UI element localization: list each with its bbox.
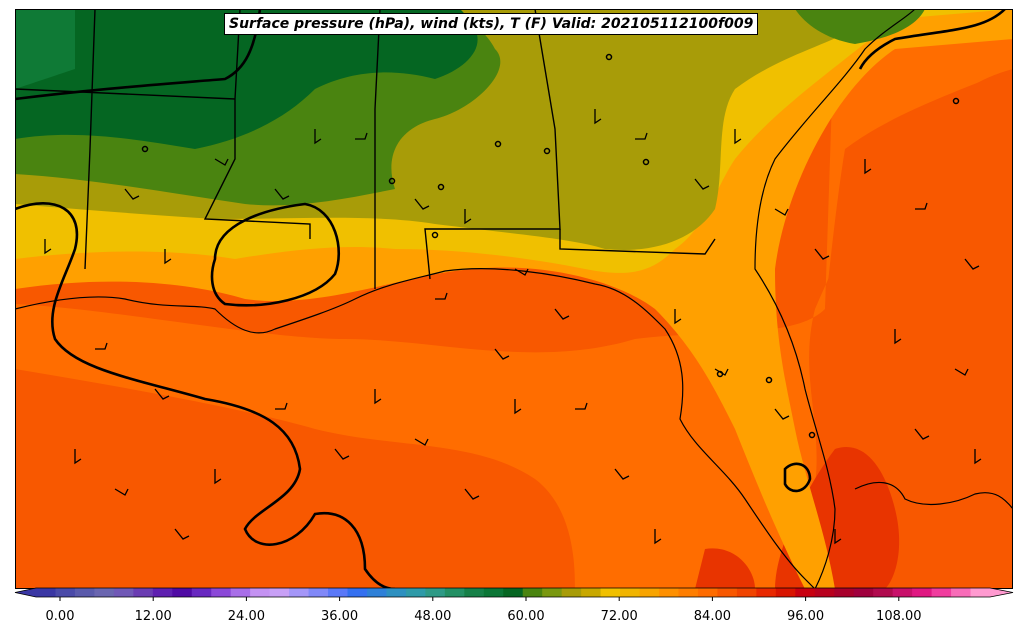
colorbar-swatch	[873, 588, 894, 597]
colorbar-swatch	[230, 588, 251, 597]
colorbar-swatch	[133, 588, 154, 597]
colorbar-swatch	[814, 588, 835, 597]
colorbar-swatch	[717, 588, 738, 597]
colorbar-swatch	[503, 588, 524, 597]
colorbar-swatch	[74, 588, 95, 597]
wind-barbs	[44, 109, 982, 545]
colorbar-swatch	[483, 588, 504, 597]
colorbar-swatch	[269, 588, 290, 597]
colorbar-swatch	[600, 588, 621, 597]
colorbar-swatch	[172, 588, 193, 597]
colorbar-swatch	[542, 588, 563, 597]
colorbar-swatch	[581, 588, 602, 597]
colorbar-swatch	[250, 588, 271, 597]
colorbar-swatch	[659, 588, 679, 597]
isobars	[15, 9, 1006, 589]
colorbar-swatch	[94, 588, 115, 597]
colorbar-swatch	[289, 588, 310, 597]
coastline	[15, 9, 1013, 589]
colorbar-tick-label: 60.00	[507, 609, 544, 624]
colorbar-swatch	[152, 588, 173, 597]
colorbar-swatch	[405, 588, 426, 597]
colorbar-swatch	[561, 588, 582, 597]
colorbar-tick-label: 36.00	[321, 609, 358, 624]
colorbar-swatch	[347, 588, 368, 597]
calm-markers	[141, 53, 960, 439]
colorbar-swatch	[756, 588, 777, 597]
colorbar-swatch	[113, 588, 134, 597]
colorbar-swatch	[211, 588, 232, 597]
colorbar-swatch	[308, 588, 329, 597]
colorbar-swatch	[55, 588, 76, 597]
colorbar-swatch	[444, 588, 465, 597]
colorbar-swatch	[522, 588, 543, 597]
colorbar-swatch	[191, 588, 212, 597]
colorbar-swatch	[775, 588, 796, 597]
colorbar-tick-label: 0.00	[46, 609, 75, 624]
map-title: Surface pressure (hPa), wind (kts), T (F…	[224, 13, 759, 35]
colorbar-swatch	[951, 588, 972, 597]
colorbar-tick-label: 96.00	[787, 609, 824, 624]
colorbar-tick-label: 48.00	[414, 609, 451, 624]
colorbar-swatch	[912, 588, 933, 597]
colorbar-swatch	[970, 588, 991, 597]
colorbar-swatch	[639, 588, 660, 597]
colorbar-swatch	[931, 588, 952, 597]
colorbar-swatch	[366, 588, 387, 597]
colorbar-swatch	[386, 588, 407, 597]
colorbar-tick-label: 84.00	[694, 609, 731, 624]
colorbar-swatch	[620, 588, 641, 597]
colorbar-swatch	[736, 588, 757, 597]
colorbar-swatch	[795, 588, 816, 597]
colorbar-swatch	[892, 588, 913, 597]
colorbar-swatch	[36, 588, 56, 597]
colorbar-tick-label: 12.00	[135, 609, 172, 624]
colorbar-swatch	[834, 588, 855, 597]
colorbar-swatch	[678, 588, 699, 597]
colorbar-swatch	[853, 588, 874, 597]
colorbar-tick-label: 24.00	[228, 609, 265, 624]
colorbar-extend-low	[15, 588, 36, 597]
colorbar-swatch	[328, 588, 349, 597]
weather-map	[15, 9, 1013, 589]
colorbar-extend-high	[990, 588, 1013, 597]
colorbar-swatch	[425, 588, 446, 597]
state-borders	[15, 9, 716, 289]
colorbar-swatch	[697, 588, 718, 597]
colorbar-tick-label: 72.00	[601, 609, 638, 624]
colorbar-swatch	[464, 588, 485, 597]
colorbar-tick-label: 108.00	[876, 609, 922, 624]
colorbar: 0.00 12.00 24.00 36.00 48.00 60.00 72.00 84.00 9…	[0, 586, 1022, 633]
